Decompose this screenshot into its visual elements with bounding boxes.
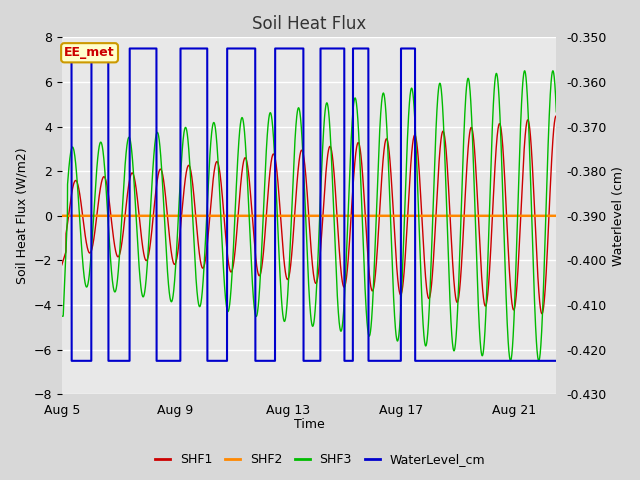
Y-axis label: Soil Heat Flux (W/m2): Soil Heat Flux (W/m2) — [15, 147, 28, 284]
Y-axis label: Waterlevel (cm): Waterlevel (cm) — [612, 166, 625, 266]
X-axis label: Time: Time — [294, 419, 324, 432]
Title: Soil Heat Flux: Soil Heat Flux — [252, 15, 366, 33]
Legend: SHF1, SHF2, SHF3, WaterLevel_cm: SHF1, SHF2, SHF3, WaterLevel_cm — [150, 448, 490, 471]
Text: EE_met: EE_met — [64, 46, 115, 59]
